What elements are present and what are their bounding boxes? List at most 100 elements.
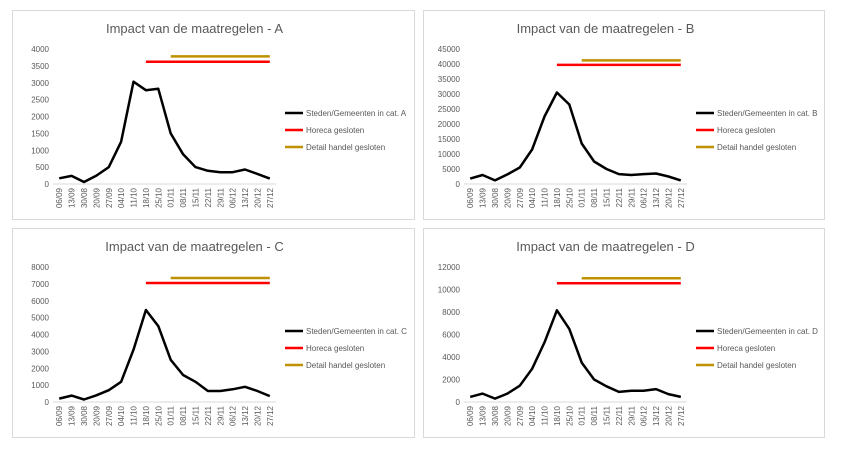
x-tick-label: 29/11 [627,187,636,207]
legend-label: Steden/Gemeenten in cat. B [717,109,818,118]
series-line-1 [469,91,682,182]
x-tick-label: 04/10 [117,405,126,426]
chart-panel-b: Impact van de maatregelen - B 0 5000 10000 1… [423,10,825,220]
x-tick-label: 30/08 [491,405,500,426]
y-tick-label: 0 [456,180,461,189]
x-tick-label: 06/09 [466,405,475,426]
y-tick-label: 2000 [442,376,460,385]
x-tick-label: 11/10 [130,187,139,207]
y-tick-label: 4000 [31,331,49,340]
y-tick-label: 30000 [438,90,461,99]
y-tick-label: 6000 [442,331,460,340]
y-tick-label: 25000 [438,105,461,114]
x-tick-label: 08/11 [179,187,188,207]
x-tick-label: 27/09 [105,405,114,426]
x-tick-label: 13/12 [241,405,250,426]
x-tick-label: 20/09 [503,187,512,208]
x-tick-label: 15/11 [191,187,200,207]
x-tick-label: 27/12 [677,405,686,426]
x-tick-label: 27/12 [266,405,275,426]
x-tick-label: 06/12 [640,187,649,208]
x-tick-label: 27/09 [105,187,114,208]
x-tick-label: 11/10 [541,405,550,425]
chart-c: Impact van de maatregelen - C 0 1000 2000 30… [31,239,407,426]
x-tick-label: 13/12 [241,187,250,208]
x-tick-label: 13/12 [652,405,661,426]
x-tick-label: 27/09 [516,187,525,208]
x-tick-label: 20/12 [664,405,673,426]
y-tick-label: 45000 [438,45,461,54]
x-tick-label: 25/10 [565,187,574,208]
x-tick-label: 06/12 [229,405,238,426]
y-tick-label: 10000 [438,286,461,295]
y-tick-label: 40000 [438,60,461,69]
x-tick-label: 20/12 [253,187,262,208]
x-tick-label: 30/08 [491,187,500,208]
x-tick-label: 13/09 [479,405,488,426]
legend-label: Horeca gesloten [717,344,775,353]
x-tick-label: 13/09 [68,187,77,208]
y-tick-label: 3000 [31,79,49,88]
chart-a: Impact van de maatregelen - A 0 500 1000 150… [31,21,407,208]
x-tick-label: 20/09 [503,405,512,426]
y-tick-label: 6000 [31,297,49,306]
x-tick-label: 18/10 [553,405,562,426]
y-tick-label: 7000 [31,280,49,289]
y-tick-label: 3000 [31,347,49,356]
series-line-1 [58,308,271,401]
x-tick-label: 06/12 [229,187,238,208]
y-tick-label: 20000 [438,120,461,129]
x-tick-label: 29/11 [627,405,636,425]
x-tick-label: 01/11 [167,405,176,425]
chart-panel-c: Impact van de maatregelen - C 0 1000 2000 30… [12,228,415,438]
x-tick-label: 20/09 [92,187,101,208]
series-line-1 [58,80,271,184]
x-tick-label: 15/11 [191,405,200,425]
x-tick-label: 13/09 [479,187,488,208]
x-tick-label: 30/08 [80,187,89,208]
chart-title: Impact van de maatregelen - B [517,21,695,36]
x-tick-label: 25/10 [565,405,574,426]
x-tick-label: 11/10 [130,405,139,425]
y-tick-label: 1000 [31,146,49,155]
y-tick-label: 0 [45,398,50,407]
x-tick-label: 22/11 [204,405,213,425]
x-tick-label: 27/12 [266,187,275,208]
x-tick-label: 18/10 [142,187,151,208]
legend-label: Detail handel gesloten [306,361,385,370]
x-tick-label: 20/09 [92,405,101,426]
x-tick-label: 04/10 [117,187,126,208]
chart-title: Impact van de maatregelen - D [516,239,694,254]
chart-b: Impact van de maatregelen - B 0 5000 10000 1… [438,21,818,208]
x-tick-label: 25/10 [154,405,163,426]
y-tick-label: 1000 [31,381,49,390]
legend-label: Horeca gesloten [306,126,364,135]
x-tick-label: 01/11 [167,187,176,207]
legend-label: Detail handel gesloten [306,143,385,152]
y-tick-label: 8000 [442,308,460,317]
chart-panel-a: Impact van de maatregelen - A 0 500 1000 150… [12,10,415,220]
x-tick-label: 18/10 [553,187,562,208]
y-tick-label: 2000 [31,113,49,122]
x-tick-label: 18/10 [142,405,151,426]
x-tick-label: 22/11 [204,187,213,207]
y-tick-label: 15000 [438,135,461,144]
x-tick-label: 30/08 [80,405,89,426]
series-line-1 [469,309,682,400]
y-tick-label: 12000 [438,263,461,272]
x-tick-label: 01/11 [578,187,587,207]
y-tick-label: 2000 [31,364,49,373]
y-tick-label: 5000 [31,314,49,323]
x-tick-label: 06/12 [640,405,649,426]
y-tick-label: 10000 [438,150,461,159]
x-tick-label: 22/11 [615,187,624,207]
x-tick-label: 29/11 [216,187,225,207]
x-tick-label: 15/11 [602,187,611,207]
y-tick-label: 0 [45,180,50,189]
y-tick-label: 8000 [31,263,49,272]
y-tick-label: 4000 [31,45,49,54]
x-tick-label: 04/10 [528,405,537,426]
legend-label: Steden/Gemeenten in cat. D [717,327,818,336]
legend-label: Horeca gesloten [306,344,364,353]
x-tick-label: 13/12 [652,187,661,208]
